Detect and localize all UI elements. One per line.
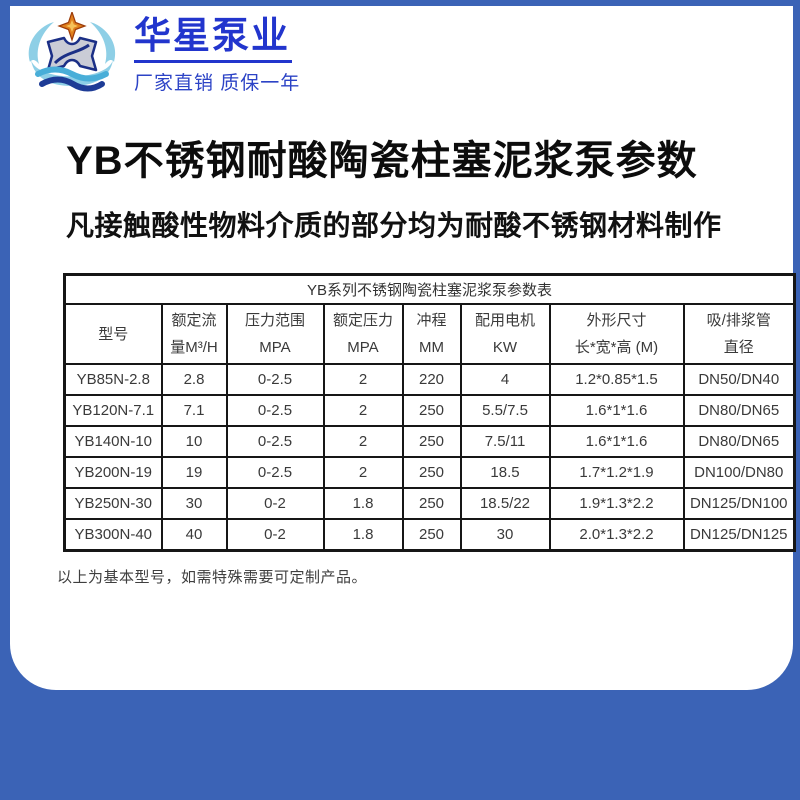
table-cell: 0-2.5 bbox=[225, 394, 325, 427]
table-row: YB120N-7.1 7.1 0-2.5 2 250 5.5/7.5 1.6*1*1.6 DN… bbox=[63, 394, 796, 427]
col-header-unit: KW bbox=[492, 339, 518, 356]
page-subtitle: 凡接触酸性物料介质的部分均为耐酸不锈钢材料制作 bbox=[66, 210, 722, 241]
table-row: YB200N-19 19 0-2.5 2 250 18.5 1.7*1.2*1.9 DN100… bbox=[63, 456, 796, 489]
col-header-stroke: 冲程 MM bbox=[401, 303, 462, 365]
col-header-unit: MPA bbox=[259, 339, 291, 356]
table-cell: 30 bbox=[160, 487, 228, 520]
huaxing-logo-icon bbox=[28, 12, 116, 92]
table-cell: DN125/DN100 bbox=[682, 487, 796, 520]
table-cell: 1.2*0.85*1.5 bbox=[548, 363, 685, 396]
brand-name: 华星泵业 bbox=[134, 15, 290, 56]
table-cell: YB140N-10 bbox=[63, 425, 163, 458]
table-cell: 1.6*1*1.6 bbox=[548, 425, 685, 458]
col-header-label: 额定压力 bbox=[332, 312, 393, 329]
table-cell: 250 bbox=[401, 456, 462, 489]
table-caption-row: YB系列不锈钢陶瓷柱塞泥浆泵参数表 bbox=[63, 273, 796, 305]
table-cell: 250 bbox=[401, 394, 462, 427]
table-cell: DN50/DN40 bbox=[682, 363, 796, 396]
table-cell: 1.6*1*1.6 bbox=[548, 394, 685, 427]
col-header-pressure-range: 压力范围 MPA bbox=[225, 303, 325, 365]
page-title: YB不锈钢耐酸陶瓷柱塞泥浆泵参数 bbox=[66, 139, 698, 183]
table-cell: 0-2.5 bbox=[225, 456, 325, 489]
table-cell: 18.5/22 bbox=[459, 487, 551, 520]
table-cell: YB120N-7.1 bbox=[63, 394, 163, 427]
col-header-rated-flow: 额定流 量M³/H bbox=[160, 303, 228, 365]
table-row: YB300N-40 40 0-2 1.8 250 30 2.0*1.3*2.2 DN125/D… bbox=[63, 518, 796, 552]
col-header-unit: 直径 bbox=[723, 339, 754, 356]
table-cell: 5.5/7.5 bbox=[459, 394, 551, 427]
table-cell: 40 bbox=[160, 518, 228, 552]
table-cell: YB200N-19 bbox=[63, 456, 163, 489]
table-cell: 2.8 bbox=[160, 363, 228, 396]
col-header-label: 外形尺寸 bbox=[586, 312, 647, 329]
table-cell: 0-2 bbox=[225, 518, 325, 552]
table-cell: 7.5/11 bbox=[459, 425, 551, 458]
table-cell: 10 bbox=[160, 425, 228, 458]
table-cell: 0-2.5 bbox=[225, 425, 325, 458]
table-cell: DN100/DN80 bbox=[682, 456, 796, 489]
table-cell: 4 bbox=[459, 363, 551, 396]
content-panel: 华星泵业 厂家直销 质保一年 YB不锈钢耐酸陶瓷柱塞泥浆泵参数 凡接触酸性物料介… bbox=[10, 6, 797, 690]
logo-waves-icon bbox=[35, 66, 109, 92]
table-cell: 19 bbox=[160, 456, 228, 489]
table-row: YB85N-2.8 2.8 0-2.5 2 220 4 1.2*0.85*1.5 DN50/D… bbox=[63, 363, 796, 396]
col-header-pipe-diameter: 吸/排浆管 直径 bbox=[682, 303, 796, 365]
table-cell: YB300N-40 bbox=[63, 518, 163, 552]
col-header-dimensions: 外形尺寸 长*宽*高 (M) bbox=[548, 303, 685, 365]
col-header-label: 冲程 bbox=[416, 312, 447, 329]
brand-tagline: 厂家直销 质保一年 bbox=[134, 72, 301, 94]
col-header-unit: 量M³/H bbox=[170, 339, 218, 356]
table-cell: 250 bbox=[401, 518, 462, 552]
table-cell: 1.8 bbox=[322, 487, 404, 520]
table-cell: 250 bbox=[401, 487, 462, 520]
table-cell: 1.8 bbox=[322, 518, 404, 552]
table-cell: 2 bbox=[322, 394, 404, 427]
table-cell: 2 bbox=[322, 456, 404, 489]
table-cell: 220 bbox=[401, 363, 462, 396]
col-header-unit: MPA bbox=[347, 339, 379, 356]
table-cell: 250 bbox=[401, 425, 462, 458]
table-cell: 7.1 bbox=[160, 394, 228, 427]
table-cell: DN80/DN65 bbox=[682, 394, 796, 427]
table-row: YB140N-10 10 0-2.5 2 250 7.5/11 1.6*1*1.6 DN80/… bbox=[63, 425, 796, 458]
table-cell: 18.5 bbox=[459, 456, 551, 489]
table-cell: DN80/DN65 bbox=[682, 425, 796, 458]
logo-star-icon bbox=[57, 12, 87, 42]
table-cell: 1.9*1.3*2.2 bbox=[548, 487, 685, 520]
table-cell: 2 bbox=[322, 425, 404, 458]
brand-header: 华星泵业 厂家直销 质保一年 bbox=[134, 15, 354, 95]
table-caption: YB系列不锈钢陶瓷柱塞泥浆泵参数表 bbox=[63, 273, 796, 305]
col-header-unit: 长*宽*高 (M) bbox=[574, 339, 659, 356]
table-cell: 1.7*1.2*1.9 bbox=[548, 456, 685, 489]
table-header-row: 型号 额定流 量M³/H 压力范围 MPA 额定压力 MPA bbox=[63, 303, 796, 365]
col-header-model: 型号 bbox=[63, 303, 163, 365]
col-header-motor: 配用电机 KW bbox=[459, 303, 551, 365]
spec-table: YB系列不锈钢陶瓷柱塞泥浆泵参数表 型号 额定流 量M³/H 压力范围 MPA bbox=[63, 273, 797, 552]
table-cell: 2 bbox=[322, 363, 404, 396]
footnote: 以上为基本型号，如需特殊需要可定制产品。 bbox=[57, 569, 368, 586]
table-row: YB250N-30 30 0-2 1.8 250 18.5/22 1.9*1.3*2.2 DN… bbox=[63, 487, 796, 520]
table-cell: YB250N-30 bbox=[63, 487, 163, 520]
table-cell: YB85N-2.8 bbox=[63, 363, 163, 396]
table-cell: 0-2 bbox=[225, 487, 325, 520]
table-cell: DN125/DN125 bbox=[682, 518, 796, 552]
table-cell: 0-2.5 bbox=[225, 363, 325, 396]
col-header-label: 型号 bbox=[98, 325, 129, 343]
logo-emblem-icon bbox=[46, 36, 98, 72]
col-header-label: 配用电机 bbox=[474, 312, 535, 329]
col-header-unit: MM bbox=[419, 339, 444, 356]
col-header-rated-pressure: 额定压力 MPA bbox=[322, 303, 404, 365]
col-header-label: 额定流 bbox=[171, 312, 217, 329]
col-header-label: 压力范围 bbox=[244, 312, 305, 329]
col-header-label: 吸/排浆管 bbox=[706, 312, 771, 329]
table-cell: 2.0*1.3*2.2 bbox=[548, 518, 685, 552]
brand-underline bbox=[134, 59, 292, 63]
table-cell: 30 bbox=[459, 518, 551, 552]
